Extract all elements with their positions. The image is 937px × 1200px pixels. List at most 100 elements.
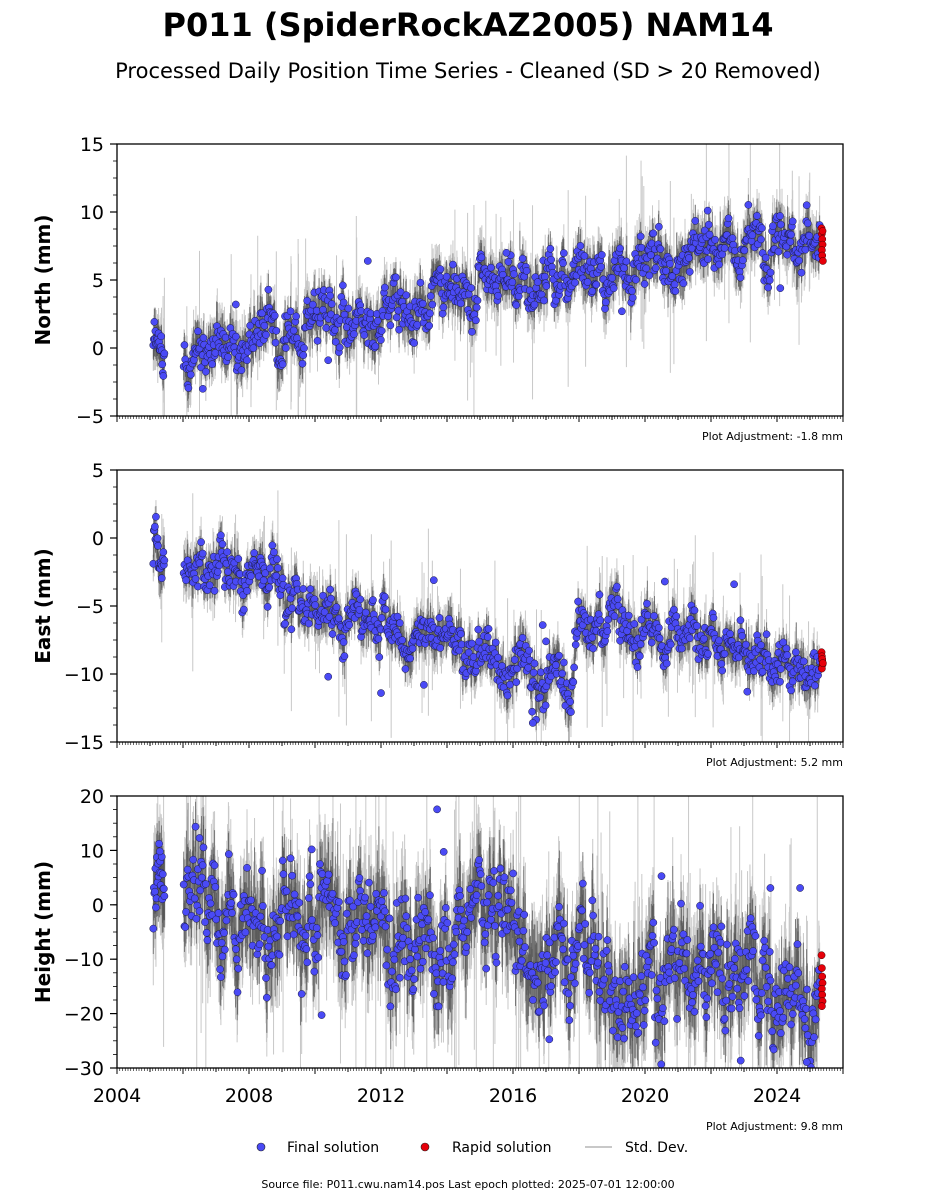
final-solution-point (753, 211, 761, 220)
plot-area-east (149, 490, 827, 742)
final-solution-point (655, 222, 663, 231)
final-solution-point (208, 360, 217, 369)
final-solution-point (797, 268, 806, 277)
final-solution-point (628, 287, 636, 295)
final-solution-point (559, 249, 568, 257)
final-solution-point (392, 273, 400, 282)
final-solution-point (344, 304, 353, 313)
final-solution-point (748, 231, 757, 240)
final-solution-point (237, 366, 246, 375)
final-solution-point (769, 222, 777, 230)
final-solution-point (194, 327, 202, 336)
legend-stddev-label: Std. Dev. (625, 1140, 688, 1156)
final-solution-point (312, 306, 321, 315)
final-solution-point (618, 307, 626, 316)
final-solution-point (636, 232, 645, 241)
final-solution-point (243, 356, 251, 365)
final-solution-point (583, 278, 592, 286)
final-solution-point (720, 244, 729, 252)
y-tick-label: −5 (76, 406, 104, 428)
final-solution-point (271, 338, 280, 347)
final-solution-point (704, 220, 713, 229)
final-solution-point (542, 282, 551, 290)
final-solution-point (533, 278, 542, 286)
panel-north: 15 10 5 0 −5 North (mm) Plot Adjustment: -1.8 … (31, 134, 844, 443)
rapid-solution-point (819, 257, 827, 265)
final-solution-point (392, 313, 401, 322)
final-solution-point (774, 247, 783, 256)
final-solution-point (402, 291, 411, 300)
final-solution-point (428, 300, 437, 309)
final-solution-point (201, 367, 210, 376)
final-solution-point (671, 287, 680, 295)
final-solution-point (640, 280, 649, 288)
final-solution-point (394, 306, 403, 315)
final-solution-point (540, 272, 549, 281)
final-solution-point (546, 244, 555, 253)
final-solution-point (731, 246, 739, 255)
final-solution-point (795, 256, 803, 265)
rapid-points-north (817, 224, 827, 265)
final-solution-point (757, 224, 766, 233)
final-solution-point (788, 217, 797, 226)
final-solution-point (186, 370, 195, 379)
final-solution-point (662, 267, 670, 275)
final-solution-point (642, 264, 651, 273)
final-solution-point (487, 263, 495, 272)
chart-subtitle: Processed Daily Position Time Series - C… (115, 59, 821, 83)
final-solution-point (679, 279, 688, 288)
final-solution-point (262, 331, 270, 339)
chart-title: P011 (SpiderRockAZ2005) NAM14 (163, 6, 774, 44)
final-solution-point (298, 359, 307, 368)
final-solution-point (410, 339, 418, 347)
final-solution-point (494, 291, 502, 300)
legend-rapid-label: Rapid solution (452, 1140, 552, 1156)
final-solution-point (180, 341, 189, 349)
final-solution-point (705, 230, 714, 239)
legend-rapid-marker (420, 1142, 430, 1152)
final-solution-point (805, 231, 814, 240)
final-solution-point (608, 274, 616, 282)
final-solution-point (632, 275, 640, 284)
final-solution-point (651, 264, 660, 272)
final-solution-point (258, 309, 266, 318)
final-solution-point (438, 309, 447, 318)
final-solution-point (395, 325, 403, 334)
final-solution-point (510, 270, 518, 279)
final-solution-point (738, 256, 747, 265)
final-solution-point (272, 326, 281, 335)
legend-final-marker (256, 1142, 266, 1152)
final-solution-point (512, 301, 521, 309)
final-solution-point (685, 267, 694, 276)
final-solution-point (426, 309, 434, 318)
plot-adjustment-north: Plot Adjustment: -1.8 mm (702, 430, 843, 443)
final-solution-point (418, 299, 427, 308)
final-solution-point (724, 214, 733, 223)
final-solution-point (232, 332, 240, 341)
y-tick-label: 15 (80, 134, 104, 156)
final-solution-point (350, 330, 358, 338)
final-solution-point (467, 284, 476, 292)
final-solution-point (472, 316, 480, 325)
final-solution-point (327, 300, 336, 308)
final-solution-point (278, 360, 287, 369)
legend: Final solution Rapid solution Std. Dev. (256, 1140, 688, 1156)
final-solution-point (426, 292, 435, 300)
final-solution-point (324, 356, 333, 365)
final-solution-point (335, 343, 344, 352)
final-solution-point (744, 201, 753, 209)
final-solution-point (260, 321, 269, 330)
final-solution-point (331, 337, 340, 346)
final-solution-point (231, 300, 240, 309)
final-solution-point (504, 257, 513, 266)
legend-final-label: Final solution (287, 1140, 379, 1156)
final-solution-point (649, 229, 658, 238)
final-solution-point (571, 278, 579, 287)
final-solution-point (184, 384, 193, 392)
final-solution-point (580, 252, 589, 260)
final-solution-point (221, 333, 230, 342)
final-solution-point (380, 283, 389, 292)
final-solution-point (159, 372, 168, 380)
final-solution-point (622, 257, 631, 266)
